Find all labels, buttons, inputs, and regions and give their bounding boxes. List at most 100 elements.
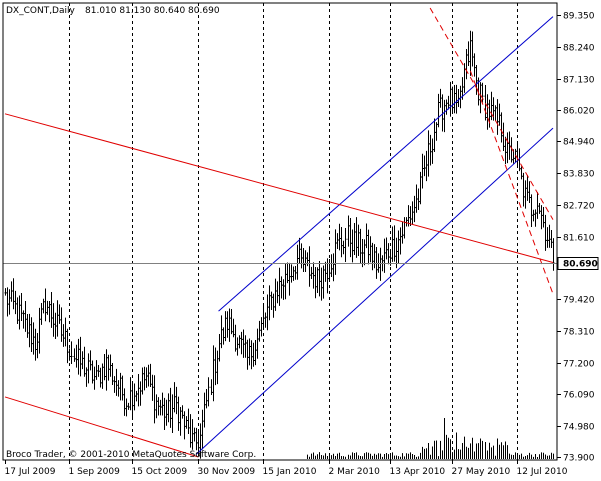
ohlc-bar <box>135 390 138 402</box>
ohlc-bar <box>332 253 335 282</box>
ohlc-bar <box>486 94 489 130</box>
ohlc-bar <box>435 122 438 141</box>
ohlc-bar <box>20 293 23 321</box>
ohlc-bar <box>324 261 327 282</box>
ohlc-bar <box>169 387 172 428</box>
ohlc-bar <box>85 367 88 387</box>
ohlc-bar <box>409 206 412 227</box>
ohlc-bar <box>266 294 269 331</box>
ohlc-bar <box>137 374 140 407</box>
ohlc-bar <box>70 341 73 365</box>
ohlc-bar <box>457 89 460 108</box>
ohlc-bar <box>157 397 160 416</box>
ohlc-bar <box>64 317 67 347</box>
ohlc-bar <box>320 267 323 301</box>
ohlc-bar <box>147 364 150 387</box>
price-tick-label: 81.610 <box>563 234 595 244</box>
ohlc-bar <box>30 317 33 353</box>
time-tick-label: 12 Jul 2010 <box>517 467 568 477</box>
ohlc-bar <box>318 261 321 297</box>
ohlc-bar <box>274 278 277 311</box>
ohlc-bar <box>540 205 543 230</box>
ohlc-bar <box>473 53 476 77</box>
chart-header-symbol: DX_CONT,Daily <box>6 6 76 16</box>
ohlc-bar <box>262 304 265 329</box>
ohlc-bar <box>310 266 313 279</box>
ohlc-bar <box>298 237 301 264</box>
ohlc-bar <box>16 297 19 324</box>
ohlc-bar <box>415 184 418 213</box>
ohlc-bar <box>453 85 456 114</box>
time-tick-label: 13 Apr 2010 <box>390 467 446 477</box>
ohlc-bar <box>258 320 261 342</box>
ohlc-bar <box>218 334 221 362</box>
ohlc-bar <box>139 381 142 406</box>
ohlc-bar <box>431 138 434 164</box>
ohlc-bar <box>443 99 446 133</box>
ohlc-bar <box>199 423 202 459</box>
channel-up-lower[interactable] <box>196 127 554 455</box>
volume-histogram <box>307 417 554 459</box>
ohlc-bar <box>419 171 422 205</box>
ohlc-bar <box>312 262 315 289</box>
ohlc-bar <box>242 329 245 358</box>
price-axis[interactable]: 89.350 88.240 87.130 86.020 84.940 83.830 82.7… <box>557 12 599 464</box>
ohlc-bar <box>10 281 13 302</box>
trendlines[interactable] <box>4 7 554 458</box>
time-axis[interactable]: 17 Jul 2009 1 Sep 2009 15 Oct 2009 30 Nov 2… <box>5 460 568 477</box>
ohlc-bar <box>46 300 49 315</box>
ohlc-bar <box>68 348 71 361</box>
time-tick-label: 2 Mar 2010 <box>329 467 381 477</box>
price-tick-label: 89.350 <box>563 12 595 22</box>
ohlc-bar <box>89 350 92 371</box>
ohlc-bar <box>536 192 539 219</box>
dashed-down-upper[interactable] <box>429 7 554 220</box>
channel-down-upper[interactable] <box>4 113 554 264</box>
ohlc-bar <box>107 354 110 381</box>
ohlc-bar <box>191 419 194 450</box>
ohlc-bar <box>494 105 497 121</box>
ohlc-bar <box>167 393 170 423</box>
ohlc-bar <box>504 136 507 164</box>
ohlc-bar <box>308 246 311 287</box>
ohlc-bar <box>367 229 370 265</box>
ohlc-bar <box>165 399 168 426</box>
ohlc-bar <box>6 287 9 317</box>
ohlc-bar <box>91 360 94 384</box>
ohlc-bar <box>103 354 106 381</box>
ohlc-bar <box>393 225 396 262</box>
ohlc-bar <box>534 209 537 227</box>
ohlc-bar <box>24 301 27 332</box>
ohlc-bar <box>83 346 86 377</box>
channel-down-lower[interactable] <box>4 396 199 458</box>
channel-up-upper[interactable] <box>218 16 554 312</box>
ohlc-bar <box>475 64 478 95</box>
ohlc-bar <box>278 267 281 306</box>
ohlc-bar <box>224 311 227 342</box>
watermark: Broco Trader, © 2001-2010 MetaQuotes Sof… <box>6 450 256 460</box>
ohlc-bar <box>8 289 11 315</box>
ohlc-bar <box>498 103 501 126</box>
ohlc-bar <box>117 380 120 397</box>
ohlc-bar <box>238 335 241 349</box>
ohlc-bar <box>56 300 59 337</box>
ohlc-bar <box>26 313 29 338</box>
ohlc-bar <box>500 112 503 143</box>
ohlc-bar <box>270 291 273 311</box>
ohlc-bar <box>232 318 235 338</box>
ohlc-bar <box>522 172 525 207</box>
price-tick-label: 74.980 <box>563 423 595 433</box>
ohlc-bar <box>161 392 164 416</box>
ohlc-bar <box>455 84 458 114</box>
ohlc-bar <box>347 215 350 247</box>
ohlc-bar <box>246 339 249 370</box>
ohlc-bar <box>328 258 331 282</box>
ohlc-bar <box>538 202 541 214</box>
ohlc-bar <box>437 93 440 128</box>
ohlc-bar <box>77 338 80 375</box>
ohlc-bar <box>222 327 225 345</box>
ohlc-bar <box>22 310 25 329</box>
ohlc-bar <box>127 402 130 410</box>
